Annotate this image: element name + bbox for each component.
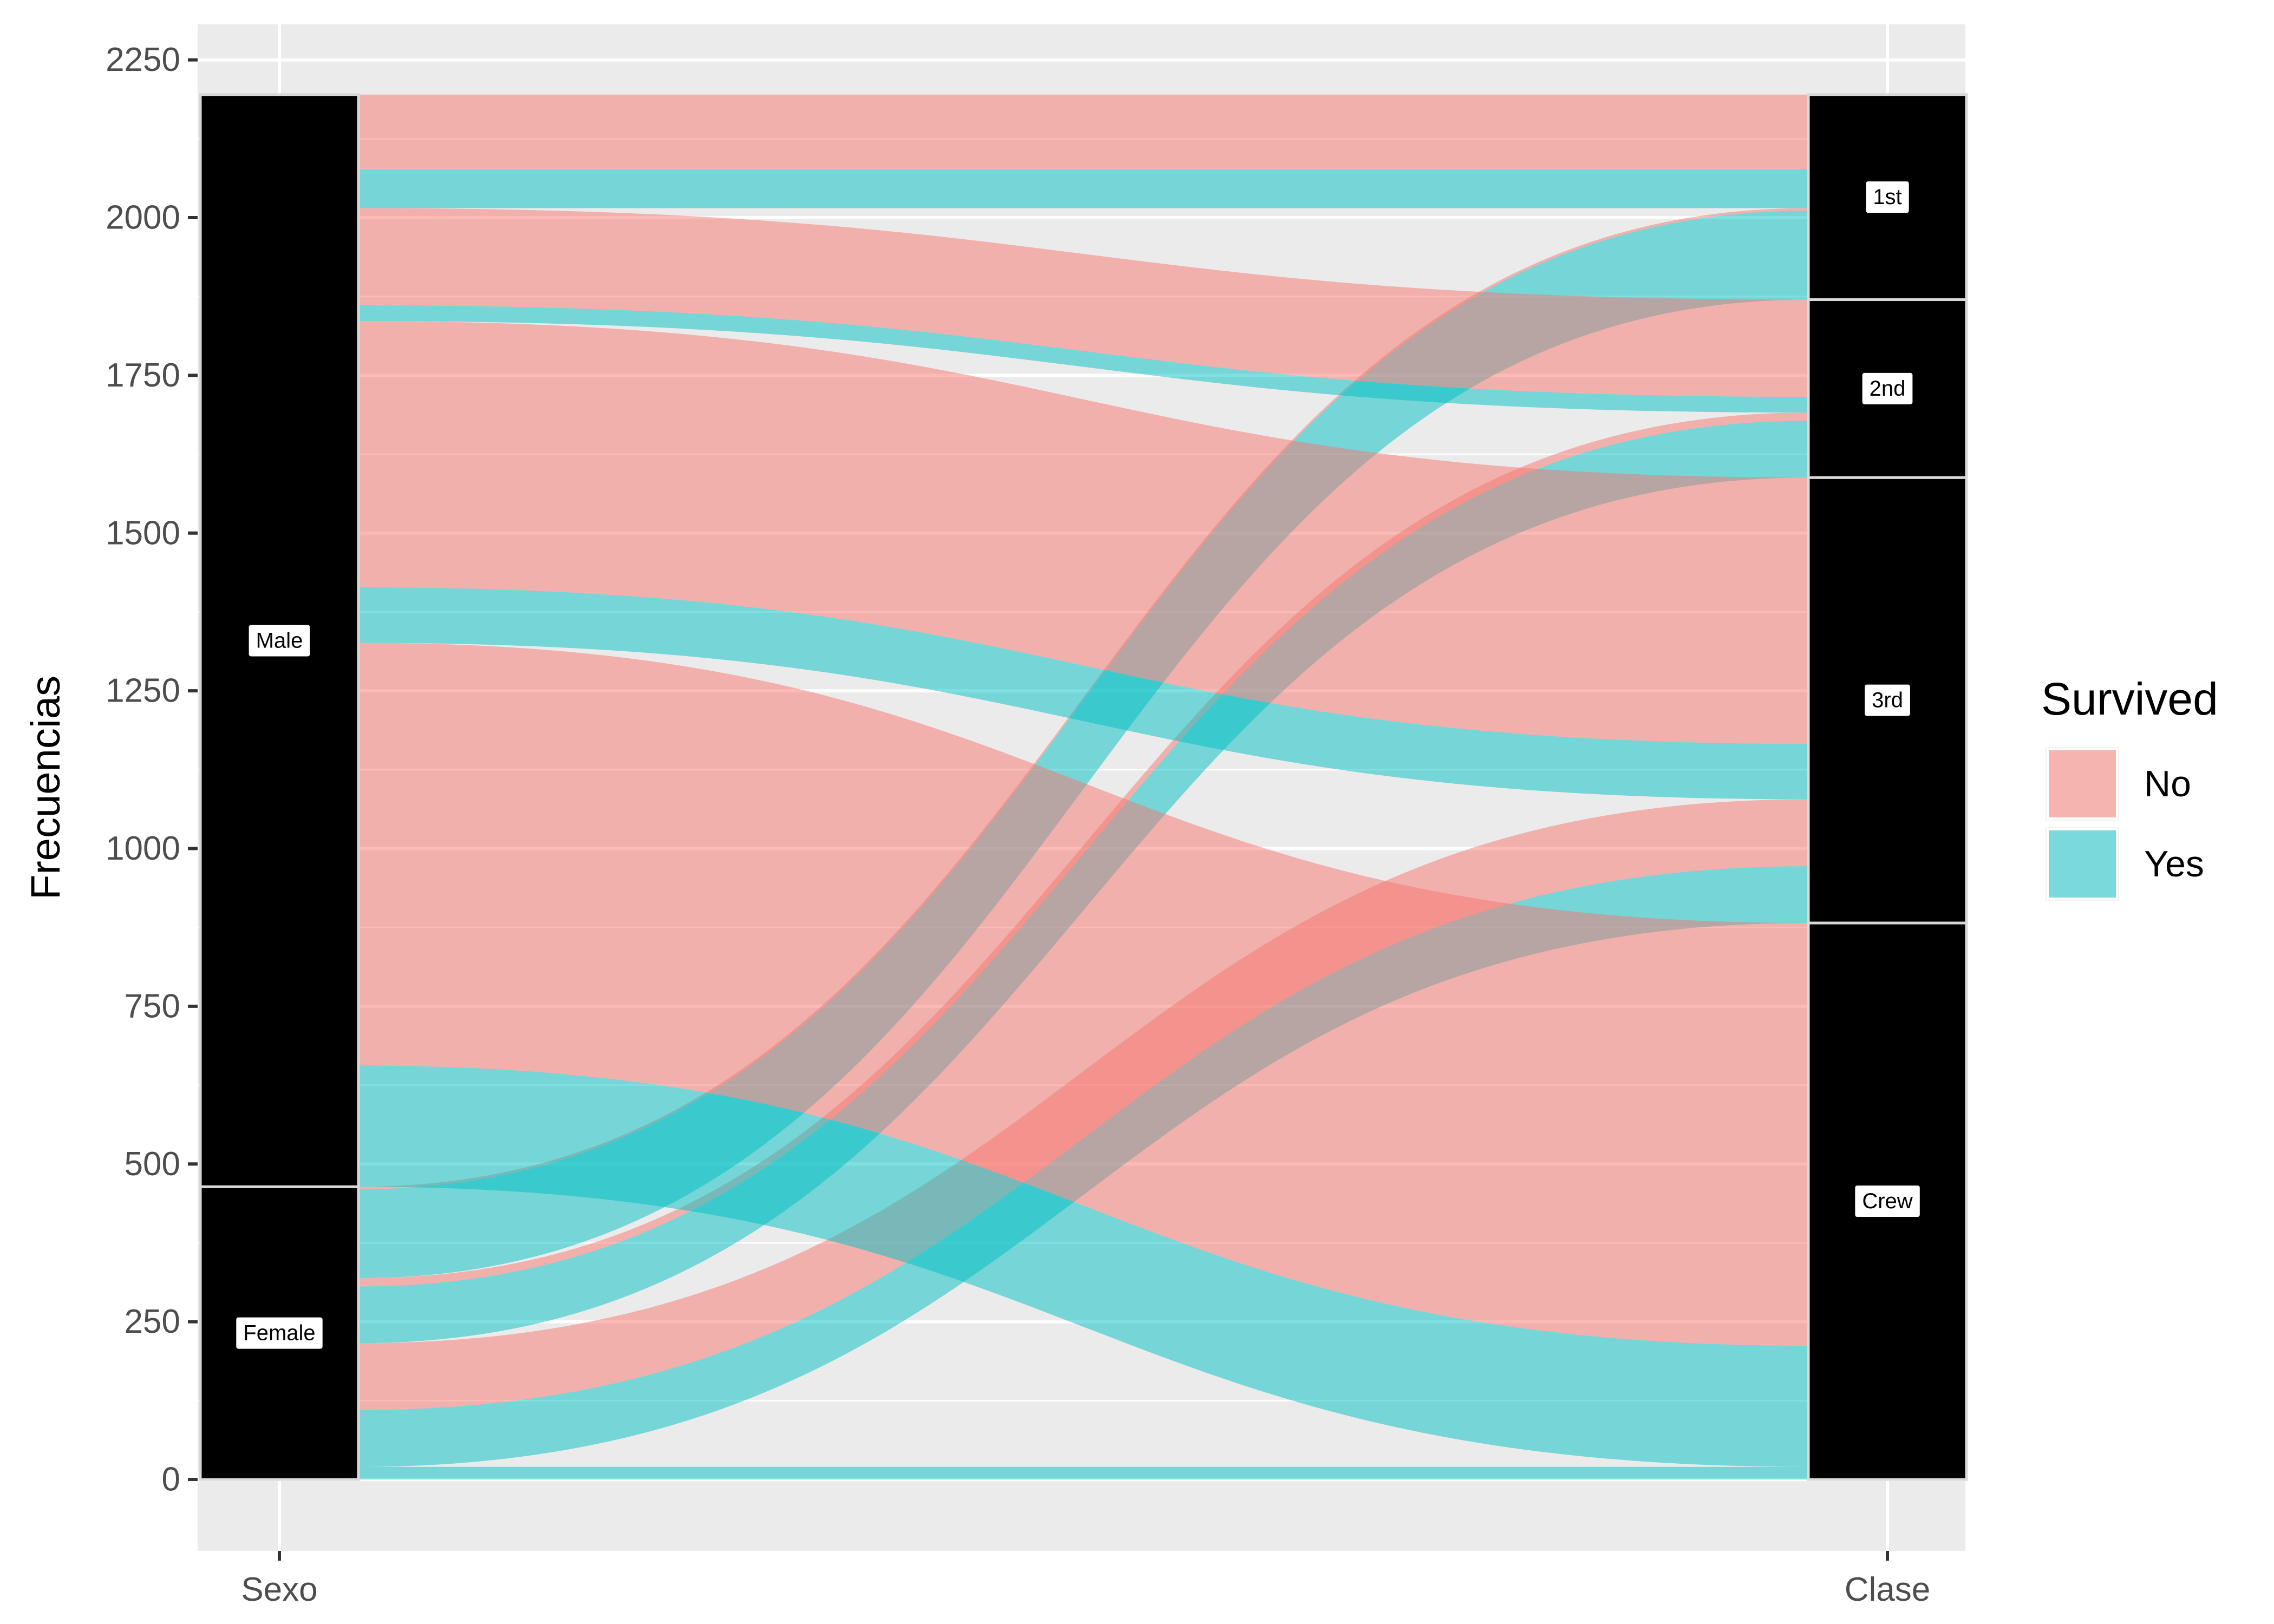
- flow-male-1st-yes: [358, 169, 1808, 208]
- stratum-2nd: [1807, 298, 1968, 479]
- flow-male-crew-yes: [358, 1065, 1808, 1467]
- y-tick-label: 1000: [106, 830, 180, 867]
- flow-male-2nd-no: [358, 208, 1808, 397]
- stratum-label-1st: 1st: [1873, 185, 1901, 209]
- flow-male-1st-no: [358, 94, 1808, 169]
- y-tick-label: 2250: [106, 41, 180, 78]
- stratum-label-box: [1865, 180, 1910, 214]
- legend-label-yes: Yes: [2144, 843, 2204, 885]
- strata-layer: Female Male Crew 3rd 2nd 1st: [199, 93, 1968, 1481]
- legend-key-no: [2047, 748, 2118, 820]
- y-tick-label: 1500: [106, 514, 180, 552]
- stratum-label-box: [1854, 1184, 1921, 1219]
- y-tick-label: 0: [162, 1461, 180, 1498]
- flow-male-2nd-yes: [358, 305, 1808, 413]
- y-tick-label: 250: [125, 1303, 180, 1340]
- flows-layer: [358, 94, 1808, 1479]
- legend-label-no: No: [2144, 763, 2191, 804]
- stratum-label-3rd: 3rd: [1872, 689, 1903, 712]
- flow-male-3rd-no: [358, 321, 1808, 744]
- stratum-label-box: [1864, 683, 1911, 717]
- y-axis-title: Frecuencias: [23, 676, 69, 900]
- legend: Survived No Yes: [2041, 673, 2218, 901]
- stratum-label-box: [1861, 371, 1914, 405]
- y-tick-label: 1750: [106, 357, 180, 394]
- y-tick-label: 2000: [106, 199, 180, 237]
- y-tick-label: 750: [125, 987, 180, 1025]
- flow-male-crew-no: [358, 643, 1808, 1346]
- axes-layer: 0 250 500 750 1000 1250 1500 1750 2000 2250 Sexo Cl…: [106, 41, 1930, 1608]
- stratum-label-box: [235, 1316, 324, 1350]
- x-tick-label: Sexo: [241, 1571, 317, 1608]
- stratum-label-2nd: 2nd: [1870, 377, 1906, 401]
- legend-title: Survived: [2041, 673, 2218, 724]
- y-tick-label: 1250: [106, 672, 180, 710]
- stratum-label-box: [247, 624, 311, 658]
- x-tick-label: Clase: [1845, 1571, 1931, 1608]
- stratum-label-crew: Crew: [1862, 1189, 1912, 1213]
- y-tick-label: 500: [125, 1145, 180, 1183]
- stratum-label-female: Female: [243, 1321, 315, 1345]
- flow-female-crew-yes: [358, 1466, 1808, 1479]
- flow-male-3rd-yes: [358, 587, 1808, 800]
- legend-key-yes: [2047, 828, 2118, 900]
- stratum-label-male: Male: [256, 628, 303, 652]
- flow-female-1st-yes: [358, 211, 1808, 1279]
